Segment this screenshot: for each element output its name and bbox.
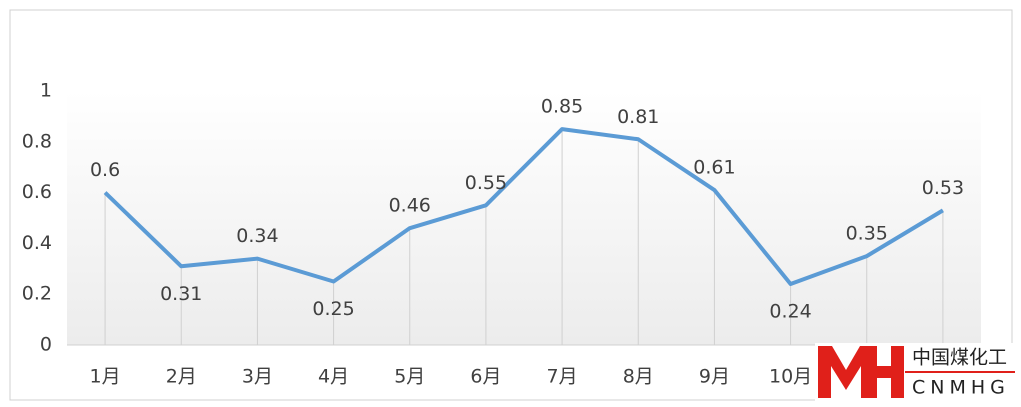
- data-label: 0.53: [922, 177, 964, 199]
- y-tick-label: 0.6: [22, 181, 52, 203]
- y-tick-label: 0.8: [22, 130, 52, 152]
- data-label: 0.55: [465, 172, 507, 194]
- x-tick-label: 10月: [769, 366, 812, 388]
- data-label: 0.35: [846, 223, 888, 245]
- data-label: 0.81: [617, 106, 659, 128]
- x-tick-label: 2月: [166, 366, 197, 388]
- data-label: 0.46: [389, 195, 431, 217]
- x-tick-label: 4月: [318, 366, 349, 388]
- watermark-subtitle: CNMHG: [912, 377, 1010, 399]
- x-tick-label: 6月: [470, 366, 501, 388]
- x-tick-label: 8月: [623, 366, 654, 388]
- y-tick-label: 1: [40, 80, 52, 102]
- data-label: 0.6: [90, 159, 120, 181]
- watermark-title: 中国煤化工: [912, 347, 1007, 369]
- data-label: 0.31: [160, 283, 202, 305]
- y-tick-label: 0.4: [22, 232, 52, 254]
- y-tick-label: 0: [40, 334, 52, 356]
- x-tick-label: 7月: [547, 366, 578, 388]
- logo-m: [818, 346, 874, 398]
- x-tick-label: 5月: [394, 366, 425, 388]
- line: [103, 127, 944, 287]
- watermark: 中国煤化工 CNMHG: [815, 343, 1015, 403]
- plot-area: [67, 91, 981, 345]
- logo-h: [864, 346, 904, 398]
- data-label: 0.61: [693, 157, 735, 179]
- x-tick-label: 1月: [90, 366, 121, 388]
- data-label: 0.34: [236, 225, 278, 247]
- x-tick-label: 3月: [242, 366, 273, 388]
- data-label: 0.25: [312, 298, 354, 320]
- y-tick-label: 0.2: [22, 283, 52, 305]
- data-label: 0.85: [541, 96, 583, 118]
- data-label: 0.24: [769, 301, 811, 323]
- x-tick-label: 9月: [699, 366, 730, 388]
